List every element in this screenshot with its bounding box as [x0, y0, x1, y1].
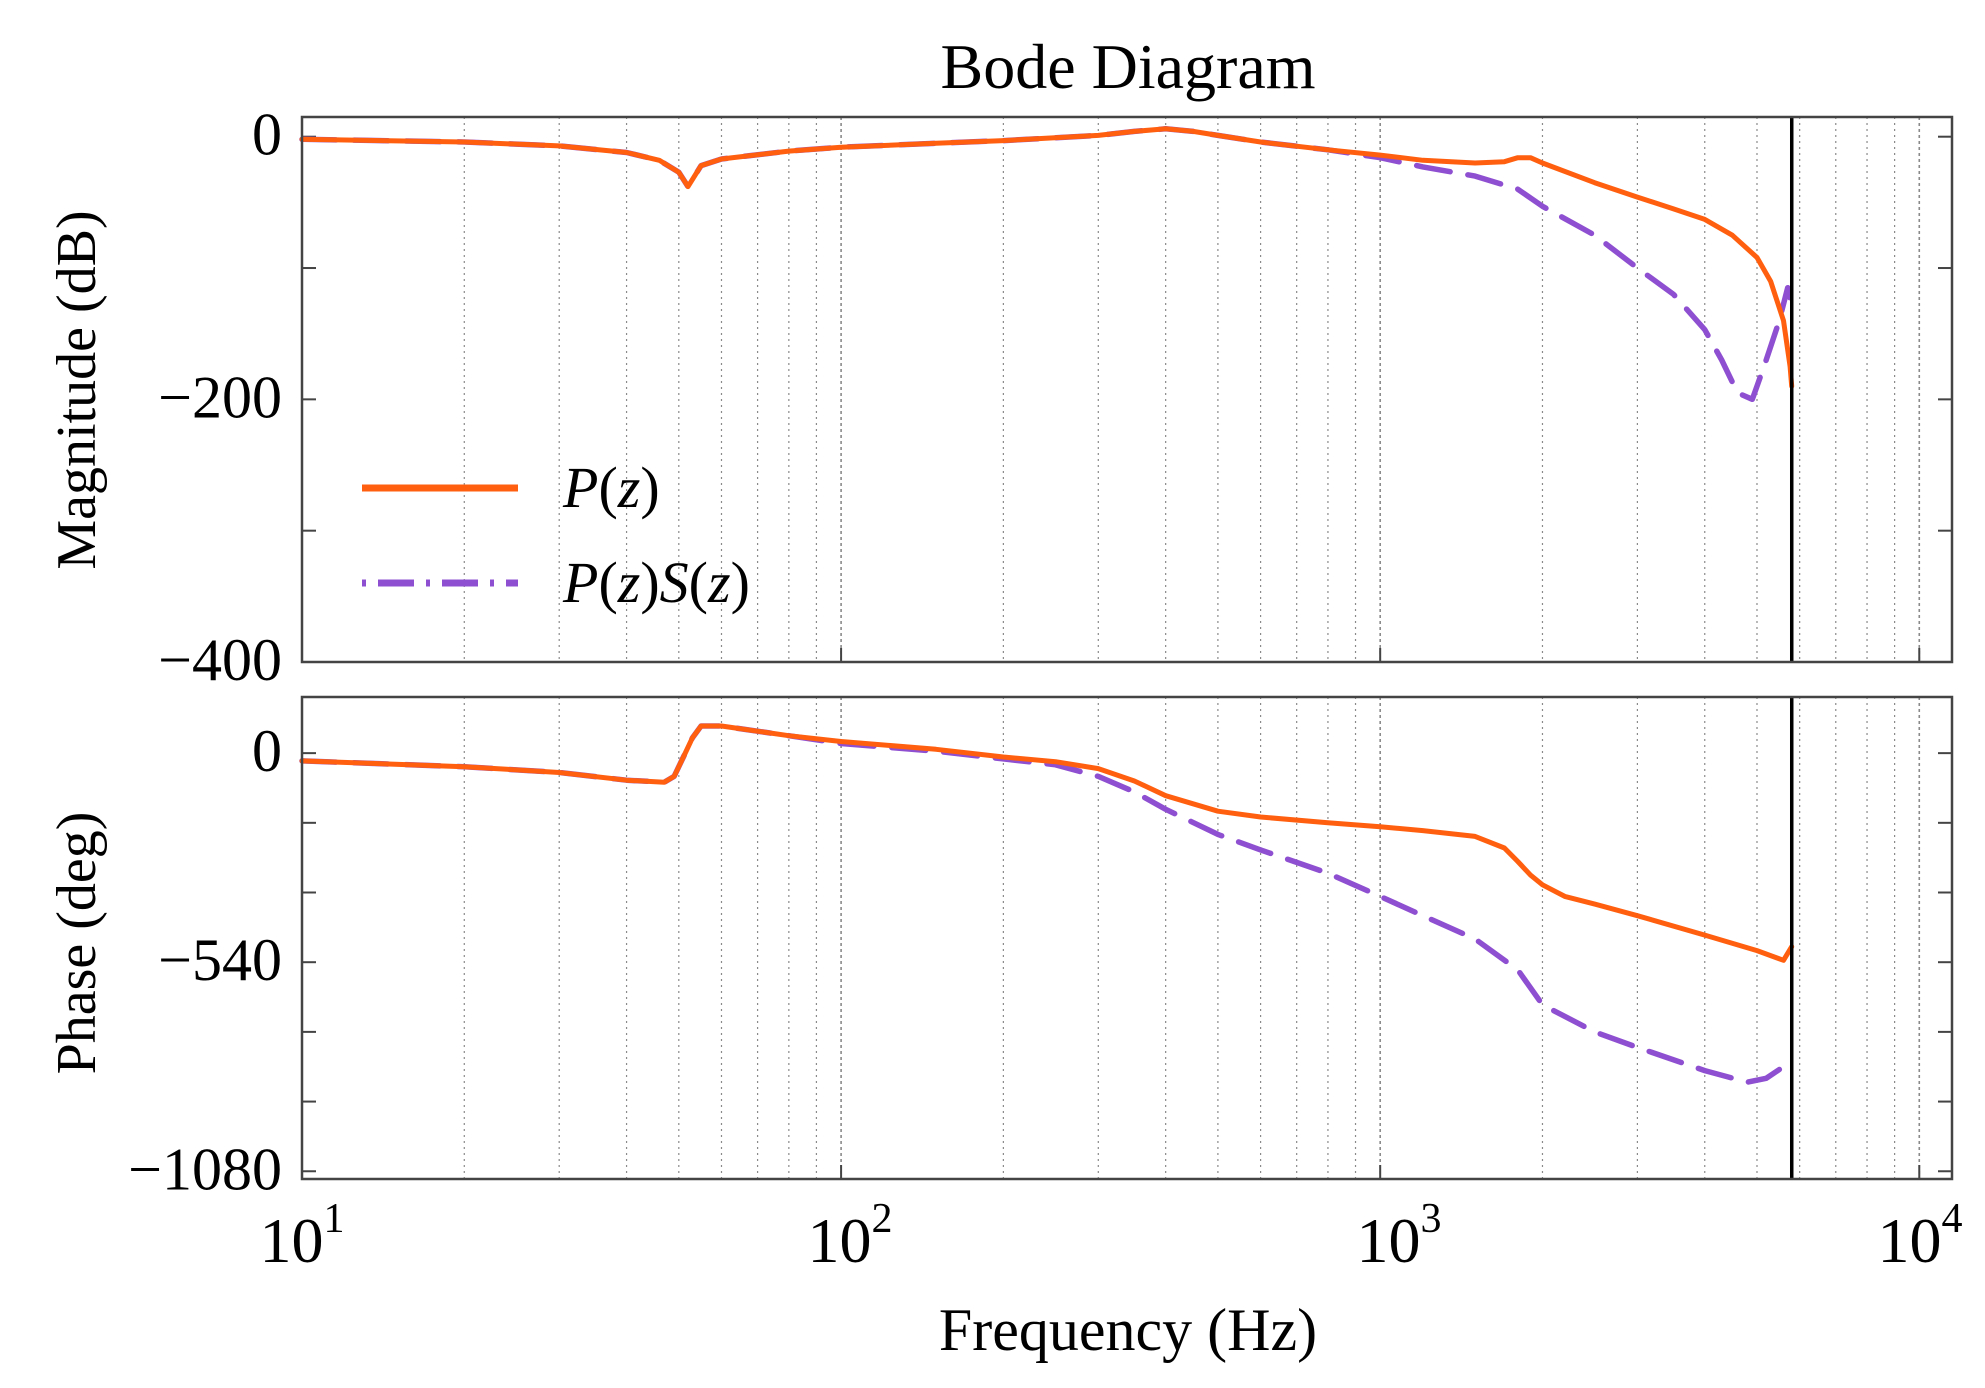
phase-plot-frame	[300, 695, 1954, 1181]
magnitude-y-tick-labels: 0 −200 −400	[158, 102, 282, 693]
phase-ylabel: Phase (deg)	[46, 812, 108, 1075]
phase-ytick-label--540: −540	[158, 927, 282, 993]
legend: P(z) P(z)S(z)	[362, 455, 750, 615]
x-tick-label-10: 101	[260, 1196, 345, 1276]
magnitude-plot-frame	[300, 115, 1954, 664]
magnitude-grid	[301, 117, 1952, 663]
x-axis-label: Frequency (Hz)	[939, 1297, 1317, 1363]
magnitude-panel: 0 −200 −400 Magnitude (dB)	[46, 102, 1954, 693]
x-tick-label-100: 102	[808, 1196, 893, 1276]
phase-ytick-label--1080: −1080	[128, 1136, 282, 1202]
magnitude-ytick-label--400: −400	[158, 627, 282, 693]
magnitude-ytick-label--200: −200	[158, 364, 282, 430]
magnitude-series-p	[299, 126, 1795, 389]
phase-ytick-label-0: 0	[252, 718, 282, 784]
legend-label-p: P(z)	[562, 455, 660, 520]
chart-title: Bode Diagram	[941, 31, 1316, 102]
legend-label-ps: P(z)S(z)	[562, 550, 750, 615]
x-tick-label-1000: 103	[1357, 1196, 1442, 1276]
x-tick-labels: 101 102 103 104	[260, 1196, 1963, 1276]
phase-y-tick-labels: 0 −540 −1080	[128, 718, 282, 1202]
x-tick-label-10000: 104	[1878, 1196, 1963, 1276]
phase-grid	[301, 697, 1952, 1179]
magnitude-ylabel: Magnitude (dB)	[46, 210, 108, 569]
phase-panel: 0 −540 −1080 Phase (deg)	[46, 695, 1954, 1202]
phase-series-p	[299, 723, 1795, 963]
phase-curves	[299, 697, 1795, 1179]
magnitude-curves	[299, 117, 1795, 662]
magnitude-ytick-label-0: 0	[252, 102, 282, 168]
